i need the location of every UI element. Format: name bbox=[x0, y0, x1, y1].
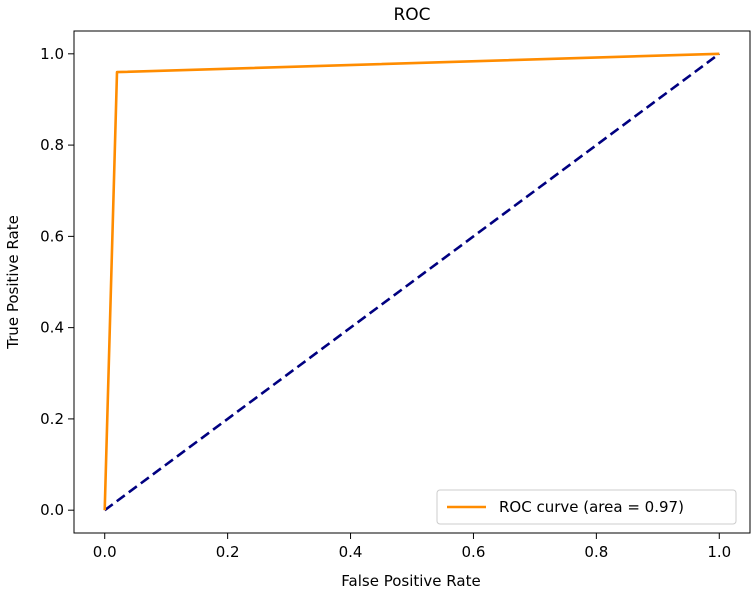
plot-frame bbox=[73, 30, 751, 534]
legend-box bbox=[436, 489, 737, 525]
chance-diagonal-line bbox=[103, 52, 721, 512]
x-tick-label: 0.0 bbox=[93, 543, 117, 561]
y-axis-ticks: 0.0 0.2 0.4 0.6 0.8 1.0 bbox=[40, 45, 74, 519]
x-tick-label: 0.2 bbox=[216, 543, 240, 561]
y-tick-label: 1.0 bbox=[40, 45, 64, 63]
y-tick-label: 0.4 bbox=[40, 319, 64, 337]
roc-curve-line bbox=[103, 52, 720, 511]
y-tick-label: 0.8 bbox=[40, 136, 64, 154]
legend: ROC curve (area = 0.97) bbox=[436, 489, 737, 525]
x-tick-label: 0.8 bbox=[584, 543, 608, 561]
x-tick-label: 0.4 bbox=[339, 543, 363, 561]
y-tick-label: 0.0 bbox=[40, 501, 64, 519]
y-tick-label: 0.2 bbox=[40, 410, 64, 428]
y-tick-label: 0.6 bbox=[40, 227, 64, 245]
legend-label-roc-curve: ROC curve (area = 0.97) bbox=[499, 498, 684, 516]
x-axis-label: False Positive Rate bbox=[341, 572, 480, 590]
chart-title: ROC bbox=[393, 5, 430, 25]
series-layer bbox=[103, 52, 721, 512]
x-tick-label: 1.0 bbox=[707, 543, 731, 561]
x-axis-ticks: 0.0 0.2 0.4 0.6 0.8 1.0 bbox=[93, 533, 731, 561]
x-tick-label: 0.6 bbox=[462, 543, 486, 561]
y-axis-label: True Positive Rate bbox=[4, 215, 22, 350]
